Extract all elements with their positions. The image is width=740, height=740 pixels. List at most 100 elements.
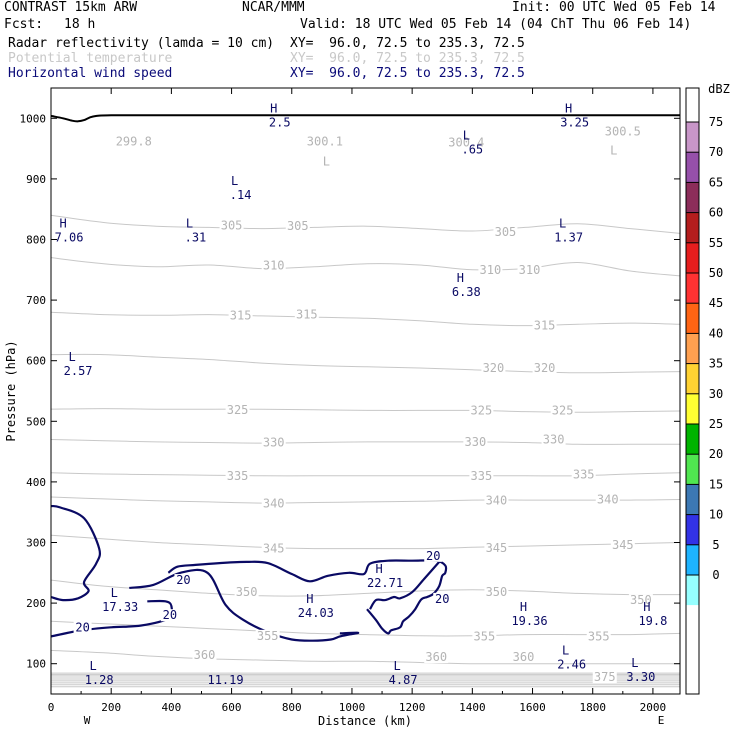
wind-contours xyxy=(51,504,448,642)
label-background xyxy=(261,436,286,449)
fcst-value: 18 h xyxy=(64,17,96,32)
wind-extremum-value: 1.37 xyxy=(554,230,583,244)
label-background xyxy=(484,494,509,507)
colorbar-swatch xyxy=(686,242,699,273)
wind-extremum-marker: H xyxy=(306,592,313,606)
label-background xyxy=(550,404,575,417)
y-tick-label: 500 xyxy=(26,415,46,428)
theta-contour-350 xyxy=(51,579,680,597)
colorbar-label: 70 xyxy=(709,145,723,159)
label-background xyxy=(192,649,217,662)
wind-extremum-marker: H xyxy=(565,101,572,115)
wind-extremum-marker: H xyxy=(643,600,650,614)
wind-contour-label: 20 xyxy=(176,573,190,587)
x-tick-label: 2000 xyxy=(640,701,667,714)
label-background xyxy=(261,542,286,555)
theta-contour-315 xyxy=(51,311,680,327)
model-title: CONTRAST 15km ARW xyxy=(4,0,138,15)
y-tick-label: 100 xyxy=(26,658,46,671)
theta-label: 340 xyxy=(597,492,619,506)
label-background xyxy=(219,219,244,232)
label-background xyxy=(532,319,557,332)
theta-label: 315 xyxy=(296,308,318,322)
wind-extremum-marker: H xyxy=(520,600,527,614)
surface-theta-label: 300.4 xyxy=(448,136,484,150)
colorbar-label: 55 xyxy=(709,236,723,250)
label-background xyxy=(228,309,253,322)
wind-extremum-value: .65 xyxy=(461,143,483,157)
theta-label: 355 xyxy=(474,629,496,643)
x-tick-label: 1000 xyxy=(339,701,366,714)
theta-contour-355 xyxy=(51,620,680,637)
wind-extremum-marker: L xyxy=(394,659,401,673)
colorbar-label: 65 xyxy=(709,175,723,189)
theta-label: 335 xyxy=(471,469,493,483)
colorbar-swatch-top xyxy=(686,88,699,123)
colorbar-swatch xyxy=(686,273,699,304)
theta-contour-345 xyxy=(51,534,680,550)
label-background xyxy=(424,651,449,664)
theta-label: 305 xyxy=(495,225,517,239)
colorbar-title: dBZ xyxy=(708,82,730,96)
wind-extremum-marker: H xyxy=(457,271,464,285)
x-tick-label: 1200 xyxy=(399,701,426,714)
wind-extremum-value: .31 xyxy=(185,230,207,244)
colorbar-label: 5 xyxy=(712,538,719,552)
theta-label: 310 xyxy=(263,259,285,273)
colorbar-label: 75 xyxy=(709,115,723,129)
theta-label: 325 xyxy=(471,403,493,417)
wind-extremum-value: 6.38 xyxy=(452,285,481,299)
y-tick-label: 900 xyxy=(26,173,46,186)
colorbar-frame xyxy=(685,87,700,695)
theta-label: 340 xyxy=(263,497,285,511)
label-background xyxy=(433,592,452,605)
wind-extremum-marker: L xyxy=(559,216,566,230)
colorbar-swatch xyxy=(686,122,699,153)
wind-extremum-marker: L xyxy=(463,129,470,143)
label-background xyxy=(234,586,259,599)
wind-extremum-marker: L xyxy=(631,656,638,670)
theta-label: 345 xyxy=(612,538,634,552)
label-background xyxy=(484,541,509,554)
wind-contour-20 xyxy=(167,559,448,635)
colorbar-swatch xyxy=(686,544,699,575)
surface-theta-label: 300.1 xyxy=(307,134,343,148)
theta-label: 325 xyxy=(227,403,249,417)
theta-label: 330 xyxy=(465,435,487,449)
colorbar-swatch xyxy=(686,514,699,545)
theta-contours xyxy=(51,214,680,688)
theta-contour-340 xyxy=(51,496,680,504)
label-background xyxy=(586,630,611,643)
theta-contour-360 xyxy=(51,649,680,665)
wind-extremum-value: 1.28 xyxy=(85,673,114,687)
theta-label: 325 xyxy=(552,403,574,417)
label-background xyxy=(595,493,620,506)
theta-label: 360 xyxy=(425,650,447,664)
x-tick-label: 1400 xyxy=(459,701,486,714)
wind-contour-20 xyxy=(51,504,102,602)
colorbar-label: 30 xyxy=(709,387,723,401)
surface-theta-label: 300.5 xyxy=(605,125,641,139)
theta-label: 345 xyxy=(486,541,508,555)
theta-label: 335 xyxy=(573,468,595,482)
theta-label: 305 xyxy=(287,219,309,233)
colorbar-label: 45 xyxy=(709,296,723,310)
wind-extremum-value: 2.46 xyxy=(557,658,586,672)
theta-label: 350 xyxy=(236,585,258,599)
colorbar-label: 20 xyxy=(709,447,723,461)
field-name-wind: Horizontal wind speed xyxy=(8,66,173,81)
colorbar-label: 35 xyxy=(709,357,723,371)
label-background xyxy=(294,308,319,321)
label-background xyxy=(532,361,557,374)
endpoint-east: E xyxy=(658,714,665,727)
y-tick-label: 700 xyxy=(26,294,46,307)
label-background xyxy=(261,497,286,510)
theta-label: 375 xyxy=(594,670,616,684)
wind-extremum-value: 19.36 xyxy=(511,614,547,628)
x-tick-label: 1800 xyxy=(579,701,606,714)
endpoint-west: W xyxy=(84,714,91,727)
field-xy-reflectivity: XY= 96.0, 72.5 to 235.3, 72.5 xyxy=(290,36,525,51)
colorbar-swatch xyxy=(686,303,699,334)
wind-extremum-marker: L xyxy=(186,216,193,230)
